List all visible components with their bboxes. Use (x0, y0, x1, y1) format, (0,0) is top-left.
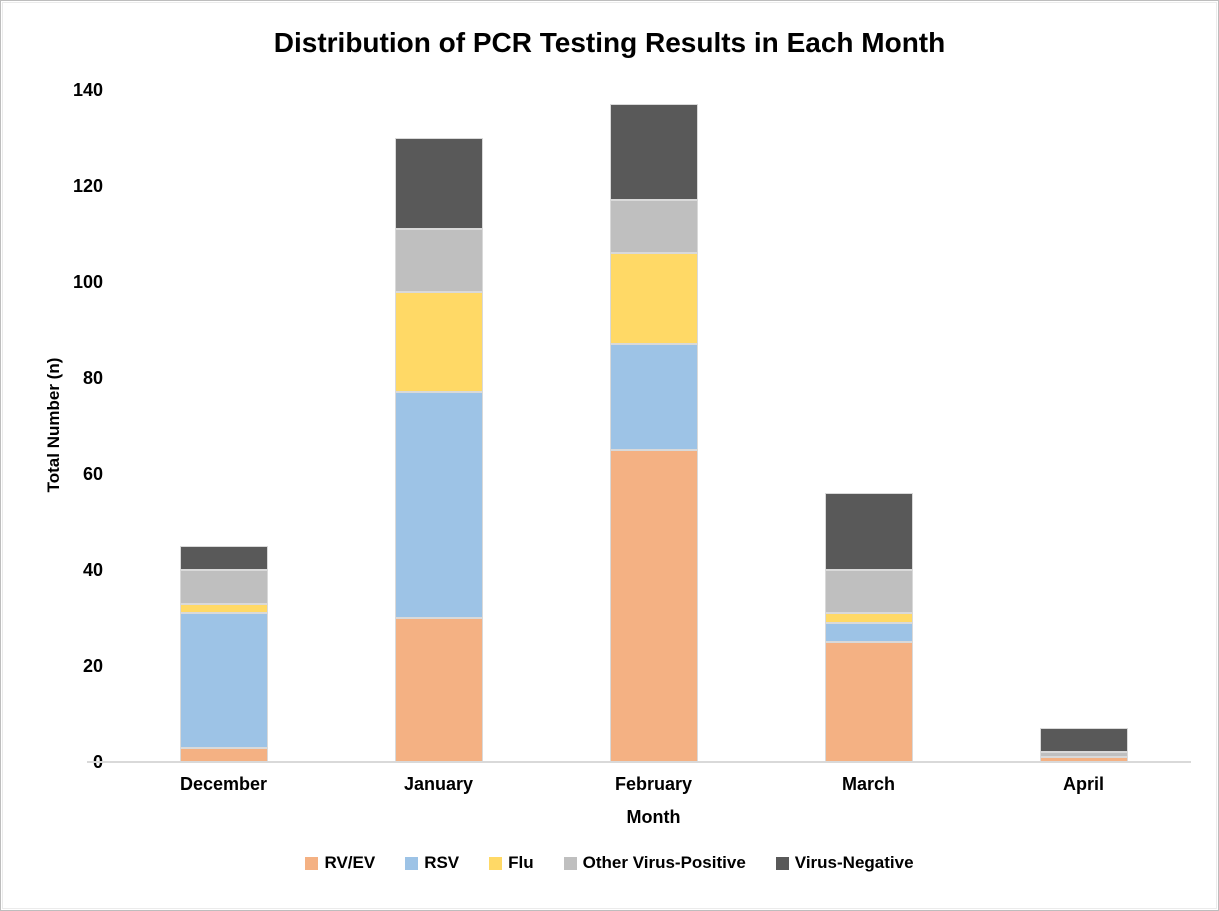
legend-label: Other Virus-Positive (582, 853, 746, 872)
y-tick-label: 20 (82, 656, 103, 676)
legend-swatch-icon (489, 856, 503, 870)
legend-swatch-icon (405, 856, 419, 870)
legend-item: RV/EV (305, 853, 375, 873)
bar-segment (179, 747, 268, 762)
bar-segment (179, 613, 268, 748)
bar-segment (824, 622, 913, 642)
bar-segment (394, 392, 483, 618)
bar-segment (824, 493, 913, 570)
bar-segment (394, 291, 483, 393)
bar-segment (824, 570, 913, 614)
chart-title: Distribution of PCR Testing Results in E… (273, 27, 946, 58)
y-tick-label: 80 (82, 368, 103, 388)
legend-label: RSV (424, 853, 460, 872)
x-axis-line (87, 761, 1191, 763)
x-category-label: December (179, 774, 268, 794)
bar-segment (394, 138, 483, 230)
bar-segment (179, 603, 268, 614)
x-category-label: January (403, 774, 474, 794)
legend-item: Flu (489, 853, 534, 873)
x-category-label: March (841, 774, 895, 794)
legend-swatch-icon (305, 856, 319, 870)
bar-segment (609, 104, 698, 201)
bar-segment (179, 546, 268, 570)
x-category-label: February (614, 774, 693, 794)
y-tick-label: 60 (82, 464, 103, 484)
bar-segment (1039, 752, 1128, 758)
legend-label: Flu (508, 853, 534, 872)
bar-segment (1039, 728, 1128, 753)
y-tick-label: 120 (72, 176, 103, 196)
legend-item: Other Virus-Positive (563, 853, 746, 873)
legend-label: RV/EV (324, 853, 376, 872)
legend-item: RSV (405, 853, 459, 873)
bar-segment (824, 613, 913, 623)
bar-segment (394, 229, 483, 292)
bar-segment (394, 618, 483, 762)
bar-segment (824, 642, 913, 762)
legend-swatch-icon (563, 856, 577, 870)
y-tick-label: 100 (72, 272, 103, 292)
legend: RV/EV RSV Flu Other Virus-Positive Virus-Neg… (1, 853, 1218, 873)
x-category-label: April (1062, 774, 1104, 794)
bar-segment (609, 200, 698, 254)
y-tick-label: 140 (72, 80, 103, 100)
x-axis-title: Month (626, 807, 681, 827)
legend-item: Virus-Negative (775, 853, 914, 873)
bar-segment (609, 253, 698, 345)
y-tick-label: 40 (82, 560, 103, 580)
bar-segment (179, 570, 268, 604)
legend-label: Virus-Negative (794, 853, 914, 872)
bar-segment (609, 450, 698, 762)
bar-segment (609, 344, 698, 450)
legend-swatch-icon (775, 856, 789, 870)
